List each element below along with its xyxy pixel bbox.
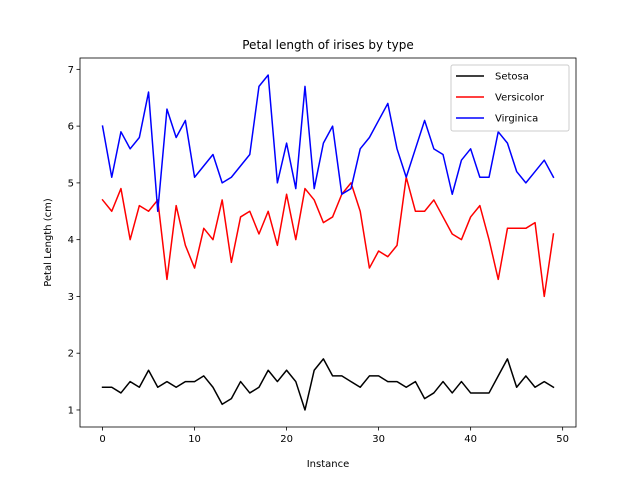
y-tick-label: 7 bbox=[68, 65, 74, 76]
y-tick-label: 6 bbox=[68, 122, 74, 133]
legend-label-versicolor: Versicolor bbox=[495, 93, 545, 104]
legend: Setosa Versicolor Virginica bbox=[450, 64, 570, 132]
x-tick-label: 40 bbox=[464, 434, 477, 445]
y-tick-label: 3 bbox=[68, 292, 74, 303]
y-tick-label: 2 bbox=[68, 349, 74, 360]
x-tick-label: 10 bbox=[188, 434, 201, 445]
x-tick-label: 0 bbox=[99, 434, 105, 445]
legend-items: Setosa Versicolor Virginica bbox=[456, 72, 545, 125]
series-line-setosa bbox=[101, 358, 555, 411]
y-tick-label: 1 bbox=[68, 405, 74, 416]
y-tick-label: 5 bbox=[68, 178, 74, 189]
x-axis-label: Instance bbox=[307, 459, 350, 470]
legend-box bbox=[450, 64, 570, 132]
plot-frame bbox=[79, 57, 577, 428]
series-layer bbox=[101, 74, 555, 411]
series-line-virginica bbox=[101, 74, 555, 213]
y-tick-label: 4 bbox=[68, 235, 74, 246]
x-axis-ticks: 0 10 20 30 40 50 bbox=[99, 427, 569, 445]
legend-label-setosa: Setosa bbox=[495, 72, 529, 83]
chart-title: Petal length of irises by type bbox=[242, 38, 414, 52]
y-axis-ticks: 1 2 3 4 5 6 7 bbox=[68, 65, 80, 416]
x-tick-label: 50 bbox=[556, 434, 569, 445]
y-axis-label: Petal Length (cm) bbox=[43, 198, 54, 287]
x-tick-label: 20 bbox=[280, 434, 293, 445]
x-tick-label: 30 bbox=[372, 434, 385, 445]
series-line-versicolor bbox=[101, 176, 555, 298]
legend-label-virginica: Virginica bbox=[495, 114, 538, 125]
